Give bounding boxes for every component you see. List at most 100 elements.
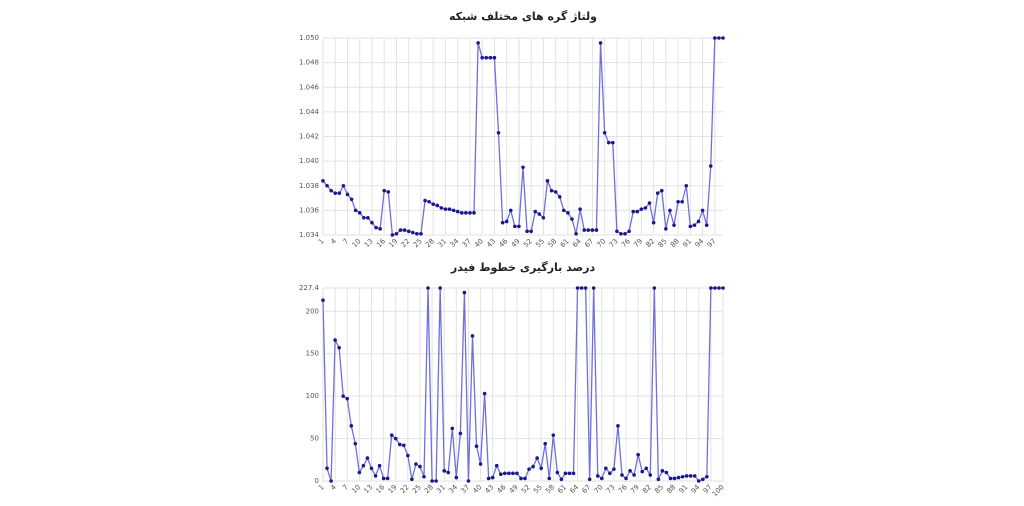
data-point [559,477,564,482]
x-tick-label: 19 [387,237,399,249]
x-tick-label: 70 [593,483,605,495]
data-point [624,476,628,481]
x-tick-label: 67 [581,483,593,495]
data-point [696,479,701,483]
x-tick-label: 52 [520,483,532,495]
data-point [389,433,394,437]
y-tick-label: 100 [306,392,319,400]
data-point [525,229,529,234]
x-tick-label: 100 [711,483,726,498]
data-point [640,469,644,474]
data-point [717,286,721,290]
data-point [563,471,568,476]
data-point [705,474,709,479]
data-point [374,225,378,230]
x-tick-label: 31 [435,483,447,495]
data-point [602,131,607,135]
x-tick-label: 25 [411,483,423,495]
y-tick-label: 1.042 [299,133,319,141]
data-point [635,209,640,214]
data-point [434,479,438,483]
data-point [431,202,436,207]
x-tick-label: 22 [399,483,411,495]
data-point [345,396,350,401]
x-tick-label: 4 [329,237,338,246]
data-point [636,452,640,457]
data-point [321,179,325,183]
x-tick-label: 49 [510,237,522,249]
data-point [494,463,499,468]
data-point [488,55,493,60]
data-point [414,462,418,466]
data-point [476,41,480,45]
x-tick-label: 7 [342,237,351,246]
x-tick-label: 40 [471,483,483,495]
y-tick-label: 150 [306,350,319,358]
x-tick-label: 40 [473,237,485,249]
x-tick-label: 76 [620,237,632,249]
data-point [539,466,543,471]
data-point [430,479,434,483]
data-point [450,426,455,431]
data-point [447,207,452,211]
y-tick-label: 1.040 [299,157,319,165]
data-point [549,188,554,193]
data-point [406,453,410,458]
data-point [507,471,511,476]
chart-title: ولتاژ گره های مختلف شبکه [449,10,597,23]
data-point [402,228,407,232]
data-point [458,431,463,436]
data-point [515,471,519,476]
data-point [474,444,479,449]
x-tick-label: 97 [706,237,718,249]
data-point [628,469,632,473]
x-tick-label: 25 [412,237,424,249]
data-point [583,286,588,290]
data-point [664,470,669,475]
data-point [496,131,501,135]
x-tick-label: 43 [485,237,497,249]
data-point [721,286,725,290]
data-point [527,467,531,471]
data-point [668,476,673,481]
data-point [398,228,403,232]
data-point [472,211,476,215]
data-point [713,36,717,40]
data-point [676,475,681,480]
x-tick-label: 67 [583,237,595,249]
data-point [595,474,600,478]
x-tick-label: 61 [556,483,568,495]
data-point [353,441,358,446]
data-point [543,441,548,446]
x-tick-label: 64 [568,483,580,495]
x-tick-label: 1 [317,483,326,492]
x-tick-label: 79 [632,237,644,249]
data-point [566,211,570,215]
y-tick-label: 227.4 [299,284,320,292]
x-tick-label: 73 [605,483,617,495]
data-point [655,191,660,195]
data-point [598,41,603,45]
x-tick-label: 10 [350,483,362,495]
data-point [586,228,591,232]
data-point [513,224,517,229]
data-point [574,231,578,236]
data-point [500,220,505,225]
data-point [688,224,693,229]
data-point [492,55,497,60]
data-point [498,472,503,477]
data-point [438,286,442,290]
data-point [717,36,721,40]
data-point [341,183,346,188]
data-point [652,286,657,290]
data-point [721,36,725,40]
data-point [353,208,358,213]
data-point [370,220,374,225]
data-point [571,471,576,476]
x-tick-label: 82 [644,237,656,249]
data-point [579,286,584,290]
data-point [688,474,693,478]
data-point [366,215,370,220]
data-point [529,229,533,234]
data-point [470,334,475,338]
